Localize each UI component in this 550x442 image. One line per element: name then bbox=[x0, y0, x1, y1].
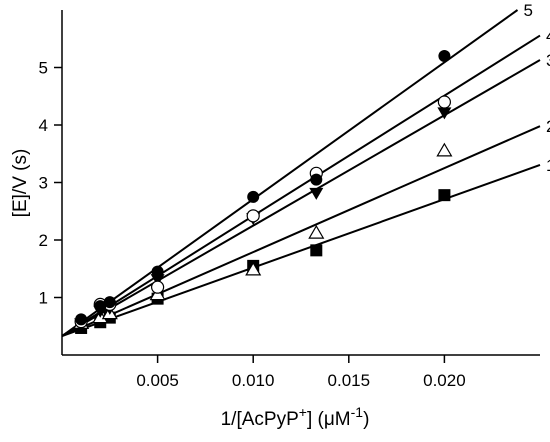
fit-line-3 bbox=[61, 59, 541, 337]
point-series-5 bbox=[247, 190, 260, 203]
line-labels: 1 2 3 45 bbox=[524, 1, 550, 175]
data-points bbox=[73, 50, 453, 334]
line-label-2: 2 bbox=[546, 117, 550, 136]
x-tick-label: 0.005 bbox=[136, 371, 179, 390]
point-series-5 bbox=[94, 300, 107, 313]
fit-line-1 bbox=[61, 164, 541, 337]
y-tick-label: 2 bbox=[39, 231, 48, 250]
point-series-5 bbox=[438, 50, 451, 62]
y-axis-title: [E]/V (s) bbox=[10, 149, 31, 218]
point-series-4 bbox=[151, 280, 165, 294]
axes bbox=[61, 10, 540, 356]
line-label-5: 5 bbox=[524, 1, 533, 20]
point-series-2 bbox=[436, 142, 453, 157]
point-series-5 bbox=[103, 296, 116, 309]
point-series-3 bbox=[437, 107, 452, 120]
point-series-5 bbox=[75, 313, 88, 326]
point-series-5 bbox=[151, 265, 164, 278]
x-tick-label: 0.010 bbox=[232, 371, 275, 390]
line-label-4: 4 bbox=[546, 27, 550, 46]
point-series-3 bbox=[150, 274, 165, 287]
x-tick-label: 0.020 bbox=[423, 371, 466, 390]
fit-lines bbox=[61, 9, 541, 337]
point-series-4 bbox=[246, 209, 260, 223]
fit-line-4 bbox=[61, 34, 541, 337]
y-tick-label: 1 bbox=[39, 289, 48, 308]
x-tick-label: 0.015 bbox=[328, 371, 371, 390]
point-series-4 bbox=[437, 95, 451, 109]
fit-line-5 bbox=[61, 9, 519, 337]
point-series-2 bbox=[308, 224, 325, 239]
point-series-1 bbox=[438, 189, 451, 202]
point-series-2 bbox=[245, 261, 262, 276]
ticks: 1 2 3 4 5 0.005 0.010 0.015 0.020 bbox=[39, 59, 466, 391]
point-series-5 bbox=[310, 173, 323, 186]
y-tick-label: 3 bbox=[39, 174, 48, 193]
line-label-1: 1 bbox=[546, 156, 550, 175]
point-series-3 bbox=[309, 187, 324, 200]
line-label-3: 3 bbox=[546, 51, 550, 70]
y-tick-label: 4 bbox=[39, 116, 48, 135]
fit-line-2 bbox=[61, 125, 541, 337]
x-axis-title: 1/[AcPyP+] (μM-1) bbox=[221, 404, 370, 430]
point-series-1 bbox=[310, 244, 323, 257]
y-tick-label: 5 bbox=[39, 59, 48, 78]
